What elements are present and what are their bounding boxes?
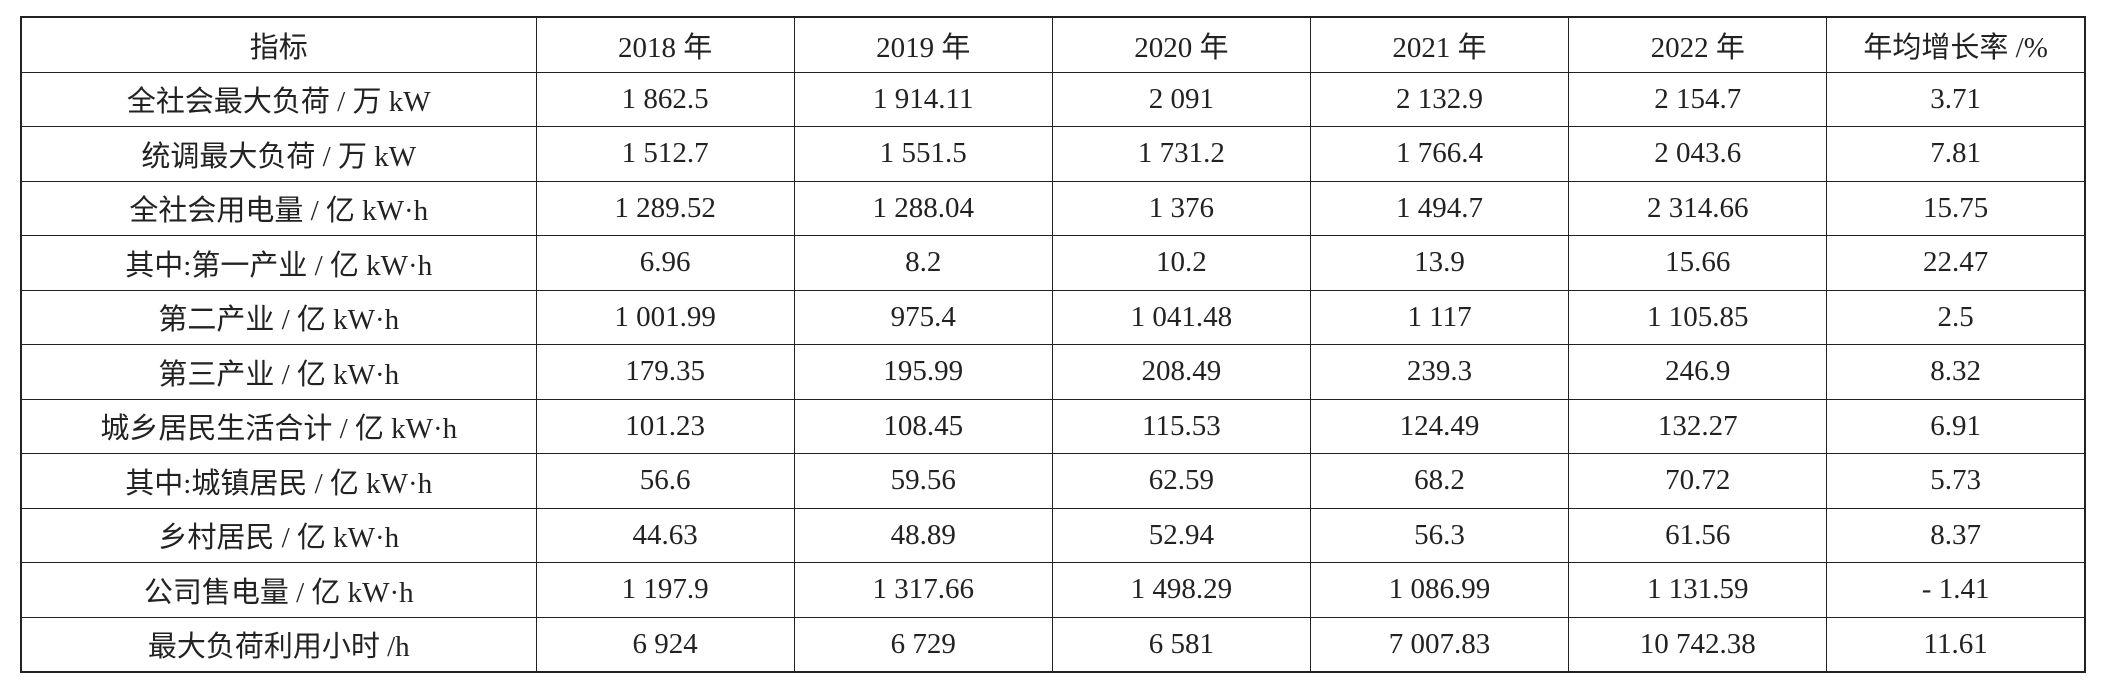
data-cell: 22.47 <box>1826 235 2086 291</box>
data-cell: 2.5 <box>1826 289 2086 345</box>
data-cell: 15.66 <box>1568 235 1828 291</box>
table-row: 第三产业 / 亿 kW·h 179.35 195.99 208.49 239.3 246.… <box>20 344 2086 400</box>
table-row: 城乡居民生活合计 / 亿 kW·h 101.23 108.45 115.53 124.4… <box>20 398 2086 454</box>
data-cell: 1 117 <box>1309 289 1570 345</box>
row-label: 公司售电量 / 亿 kW·h <box>20 562 537 618</box>
data-cell: 246.9 <box>1568 344 1828 400</box>
table-row: 乡村居民 / 亿 kW·h 44.63 48.89 52.94 56.3 61.56 8.3… <box>20 507 2086 563</box>
row-label: 全社会用电量 / 亿 kW·h <box>20 180 537 236</box>
data-cell: 2 154.7 <box>1568 71 1828 127</box>
table-row: 统调最大负荷 / 万 kW 1 512.7 1 551.5 1 731.2 1 766.… <box>20 126 2086 182</box>
data-cell: 1 512.7 <box>535 126 795 182</box>
data-cell: 8.2 <box>793 235 1053 291</box>
data-cell: 208.49 <box>1051 344 1311 400</box>
data-cell: 56.3 <box>1309 507 1570 563</box>
data-cell: 6.91 <box>1826 398 2086 454</box>
data-cell: 1 766.4 <box>1309 126 1570 182</box>
data-cell: 108.45 <box>793 398 1053 454</box>
data-cell: 1 317.66 <box>793 562 1053 618</box>
row-label: 全社会最大负荷 / 万 kW <box>20 71 537 127</box>
table-row: 全社会最大负荷 / 万 kW 1 862.5 1 914.11 2 091 2 132.… <box>20 71 2086 127</box>
data-cell: 101.23 <box>535 398 795 454</box>
data-cell: 3.71 <box>1826 71 2086 127</box>
data-cell: 7 007.83 <box>1309 616 1570 673</box>
data-cell: 59.56 <box>793 453 1053 509</box>
table-row: 公司售电量 / 亿 kW·h 1 197.9 1 317.66 1 498.29 1 0… <box>20 562 2086 618</box>
table-row: 其中:第一产业 / 亿 kW·h 6.96 8.2 10.2 13.9 15.66 22.4… <box>20 235 2086 291</box>
data-cell: 70.72 <box>1568 453 1828 509</box>
header-cell: 指标 <box>20 16 537 73</box>
data-cell: 1 041.48 <box>1051 289 1311 345</box>
table-row: 全社会用电量 / 亿 kW·h 1 289.52 1 288.04 1 376 1 49… <box>20 180 2086 236</box>
data-cell: 1 105.85 <box>1568 289 1828 345</box>
data-cell: 1 862.5 <box>535 71 795 127</box>
row-label: 城乡居民生活合计 / 亿 kW·h <box>20 398 537 454</box>
table-row: 第二产业 / 亿 kW·h 1 001.99 975.4 1 041.48 1 117 1… <box>20 289 2086 345</box>
data-cell: 1 914.11 <box>793 71 1053 127</box>
data-cell: 52.94 <box>1051 507 1311 563</box>
data-cell: - 1.41 <box>1826 562 2086 618</box>
data-cell: 115.53 <box>1051 398 1311 454</box>
data-cell: 7.81 <box>1826 126 2086 182</box>
row-label: 统调最大负荷 / 万 kW <box>20 126 537 182</box>
data-cell: 1 498.29 <box>1051 562 1311 618</box>
data-cell: 56.6 <box>535 453 795 509</box>
data-cell: 68.2 <box>1309 453 1570 509</box>
data-cell: 1 494.7 <box>1309 180 1570 236</box>
data-cell: 62.59 <box>1051 453 1311 509</box>
header-cell: 2019 年 <box>793 16 1053 73</box>
data-cell: 195.99 <box>793 344 1053 400</box>
data-cell: 10.2 <box>1051 235 1311 291</box>
data-cell: 1 376 <box>1051 180 1311 236</box>
data-cell: 2 091 <box>1051 71 1311 127</box>
data-cell: 132.27 <box>1568 398 1828 454</box>
row-label: 乡村居民 / 亿 kW·h <box>20 507 537 563</box>
data-cell: 1 086.99 <box>1309 562 1570 618</box>
data-cell: 2 043.6 <box>1568 126 1828 182</box>
data-cell: 10 742.38 <box>1568 616 1828 673</box>
header-cell: 2021 年 <box>1309 16 1570 73</box>
data-cell: 13.9 <box>1309 235 1570 291</box>
header-cell: 2018 年 <box>535 16 795 73</box>
data-cell: 179.35 <box>535 344 795 400</box>
header-cell: 2020 年 <box>1051 16 1311 73</box>
data-cell: 6.96 <box>535 235 795 291</box>
data-cell: 239.3 <box>1309 344 1570 400</box>
row-label: 其中:第一产业 / 亿 kW·h <box>20 235 537 291</box>
data-cell: 1 289.52 <box>535 180 795 236</box>
row-label: 第二产业 / 亿 kW·h <box>20 289 537 345</box>
data-cell: 2 132.9 <box>1309 71 1570 127</box>
header-cell: 2022 年 <box>1568 16 1828 73</box>
row-label: 第三产业 / 亿 kW·h <box>20 344 537 400</box>
data-cell: 11.61 <box>1826 616 2086 673</box>
data-cell: 6 581 <box>1051 616 1311 673</box>
table-row: 其中:城镇居民 / 亿 kW·h 56.6 59.56 62.59 68.2 70.72 5… <box>20 453 2086 509</box>
row-label: 最大负荷利用小时 /h <box>20 616 537 673</box>
data-cell: 8.37 <box>1826 507 2086 563</box>
data-cell: 1 288.04 <box>793 180 1053 236</box>
data-cell: 5.73 <box>1826 453 2086 509</box>
data-cell: 975.4 <box>793 289 1053 345</box>
data-cell: 61.56 <box>1568 507 1828 563</box>
header-cell: 年均增长率 /% <box>1826 16 2086 73</box>
data-cell: 6 729 <box>793 616 1053 673</box>
header-row: 指标 2018 年 2019 年 2020 年 2021 年 2022 年年均增长率 /% <box>20 16 2086 73</box>
data-cell: 8.32 <box>1826 344 2086 400</box>
data-cell: 1 197.9 <box>535 562 795 618</box>
table-row: 最大负荷利用小时 /h 6 924 6 729 6 581 7 007.83 10 742… <box>20 616 2086 673</box>
data-cell: 15.75 <box>1826 180 2086 236</box>
data-table: 指标 2018 年 2019 年 2020 年 2021 年 2022 年年均增长率 /%… <box>20 16 2086 673</box>
data-cell: 1 131.59 <box>1568 562 1828 618</box>
data-cell: 48.89 <box>793 507 1053 563</box>
row-label: 其中:城镇居民 / 亿 kW·h <box>20 453 537 509</box>
data-cell: 1 551.5 <box>793 126 1053 182</box>
data-cell: 6 924 <box>535 616 795 673</box>
data-cell: 44.63 <box>535 507 795 563</box>
data-cell: 124.49 <box>1309 398 1570 454</box>
data-cell: 1 731.2 <box>1051 126 1311 182</box>
data-cell: 2 314.66 <box>1568 180 1828 236</box>
data-cell: 1 001.99 <box>535 289 795 345</box>
